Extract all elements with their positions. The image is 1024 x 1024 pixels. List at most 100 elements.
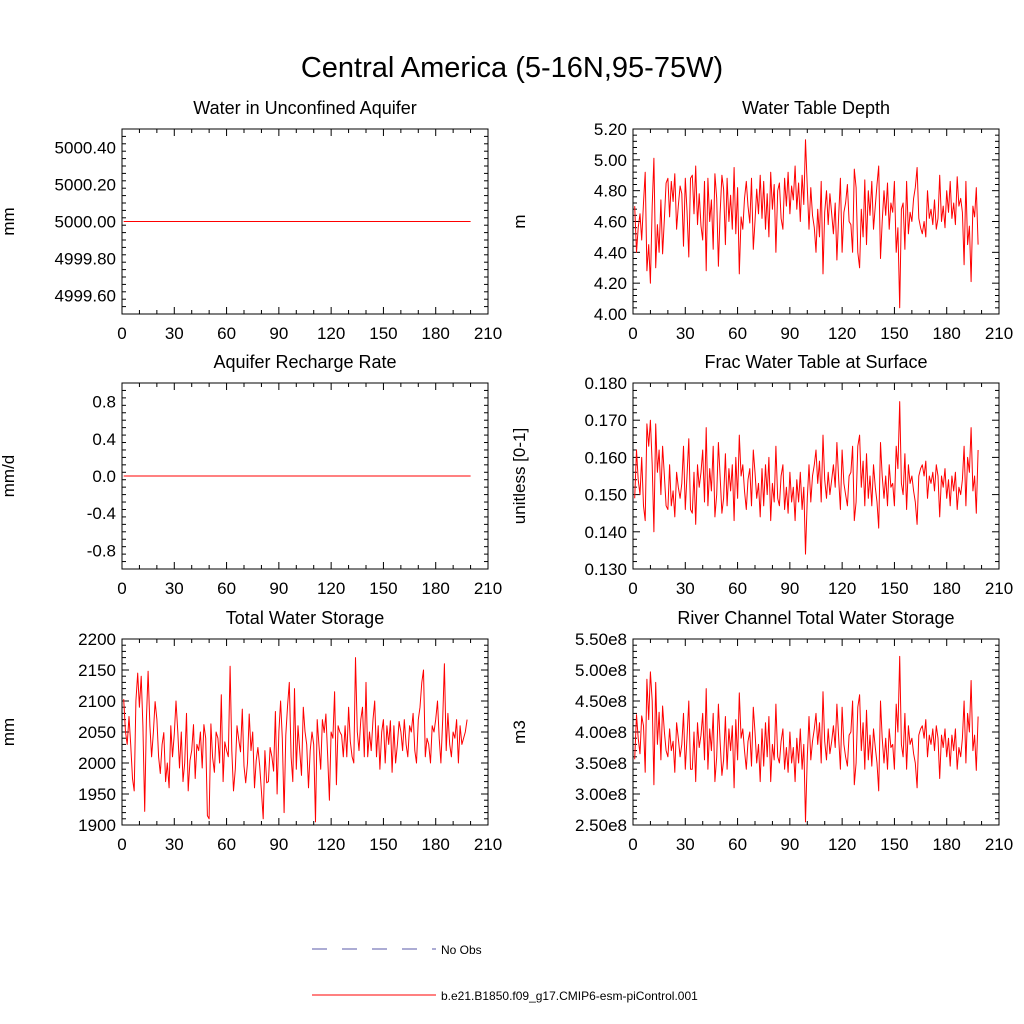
x-tick-label: 0 [117, 835, 126, 854]
x-tick-label: 150 [369, 835, 397, 854]
y-tick-label: 3.50e8 [575, 754, 627, 773]
plot-frame [121, 382, 489, 570]
y-tick-label: 5000.20 [55, 176, 116, 195]
y-tick-label: 0.0 [92, 467, 116, 486]
x-tick-label: 60 [728, 835, 747, 854]
x-tick-label: 30 [165, 324, 184, 343]
legend-model-label: b.e21.B1850.f09_g17.CMIP6-esm-piControl.… [441, 989, 698, 1003]
chart-panel-water-table-depth: 0 30 60 90 120 150 180 210 4.00 4.20 4.40 4.60 4.80 5… [510, 98, 1013, 343]
plot-frame [632, 382, 1000, 570]
x-tick-label: 30 [165, 835, 184, 854]
y-tick-label: 4.20 [594, 274, 627, 293]
x-tick-label: 90 [780, 579, 799, 598]
y-tick-label: 5.00e8 [575, 661, 627, 680]
y-tick-label: 1900 [78, 816, 116, 835]
y-tick-label: 2200 [78, 630, 116, 649]
x-tick-label: 210 [985, 579, 1013, 598]
x-tick-label: 0 [628, 324, 637, 343]
x-tick-label: 150 [880, 835, 908, 854]
x-tick-label: 120 [317, 324, 345, 343]
y-tick-label: 2000 [78, 754, 116, 773]
x-tick-label: 60 [217, 579, 236, 598]
chart-panel-aquifer-water: 0 30 60 90 120 150 180 210 4999.60 4999.80 5000.00… [0, 98, 502, 343]
x-tick-label: 90 [780, 835, 799, 854]
x-tick-label: 210 [474, 835, 502, 854]
x-tick-label: 0 [628, 835, 637, 854]
x-tick-label: 90 [269, 835, 288, 854]
x-tick-label: 60 [217, 835, 236, 854]
y-tick-label: -0.4 [87, 504, 116, 523]
y-tick-label: 4999.80 [55, 250, 116, 269]
y-tick-label: 4.00 [594, 305, 627, 324]
y-axis-label: m [510, 214, 529, 228]
y-tick-label: 2150 [78, 661, 116, 680]
panel-title: Aquifer Recharge Rate [213, 352, 396, 372]
y-tick-label: 3.00e8 [575, 785, 627, 804]
series-line-0 [634, 655, 979, 823]
x-tick-label: 120 [828, 324, 856, 343]
page-title: Central America (5-16N,95-75W) [300, 52, 724, 84]
y-tick-label: 2.50e8 [575, 816, 627, 835]
y-tick-label: 0.130 [584, 560, 627, 579]
y-tick-label: 4.40 [594, 243, 627, 262]
x-tick-label: 210 [985, 324, 1013, 343]
y-tick-label: 5.20 [594, 120, 627, 139]
x-tick-label: 90 [269, 579, 288, 598]
y-tick-label: 2050 [78, 723, 116, 742]
x-tick-label: 210 [474, 324, 502, 343]
panel-title: Frac Water Table at Surface [704, 352, 927, 372]
x-tick-label: 150 [880, 579, 908, 598]
x-tick-label: 120 [317, 579, 345, 598]
y-tick-label: 5000.40 [55, 139, 116, 158]
x-tick-label: 30 [676, 579, 695, 598]
y-tick-label: 5000.00 [55, 213, 116, 232]
x-tick-label: 120 [317, 835, 345, 854]
y-tick-label: 0.150 [584, 486, 627, 505]
x-tick-label: 0 [628, 579, 637, 598]
y-axis-label: mm [0, 207, 18, 235]
y-tick-label: 0.180 [584, 374, 627, 393]
y-tick-label: 0.140 [584, 523, 627, 542]
legend: No Obs b.e21.B1850.f09_g17.CMIP6-esm-piCo… [312, 943, 698, 1003]
chart-panel-frac-water-table: 0 30 60 90 120 150 180 210 0.130 0.140 0.150 0.160 0… [510, 352, 1013, 598]
x-tick-label: 90 [780, 324, 799, 343]
x-tick-label: 150 [880, 324, 908, 343]
x-tick-label: 0 [117, 579, 126, 598]
panel-title: Total Water Storage [226, 608, 384, 628]
panel-title: Water in Unconfined Aquifer [193, 98, 416, 118]
x-tick-label: 180 [933, 835, 961, 854]
x-tick-label: 180 [933, 579, 961, 598]
x-tick-label: 150 [369, 579, 397, 598]
x-tick-label: 30 [676, 324, 695, 343]
y-tick-label: 5.00 [594, 151, 627, 170]
x-tick-label: 90 [269, 324, 288, 343]
plot-frame [121, 128, 489, 315]
x-tick-label: 60 [728, 324, 747, 343]
x-tick-label: 180 [933, 324, 961, 343]
y-tick-label: -0.8 [87, 541, 116, 560]
panel-title: River Channel Total Water Storage [677, 608, 954, 628]
x-tick-label: 210 [985, 835, 1013, 854]
x-tick-label: 0 [117, 324, 126, 343]
y-tick-label: 1950 [78, 785, 116, 804]
x-tick-label: 210 [474, 579, 502, 598]
x-tick-label: 150 [369, 324, 397, 343]
x-tick-label: 120 [828, 835, 856, 854]
y-tick-label: 2100 [78, 692, 116, 711]
x-tick-label: 180 [422, 579, 450, 598]
y-axis-label: mm/d [0, 455, 18, 498]
legend-obs-label: No Obs [441, 943, 482, 957]
x-tick-label: 30 [165, 579, 184, 598]
y-tick-label: 0.160 [584, 448, 627, 467]
y-tick-label: 4999.60 [55, 287, 116, 306]
x-tick-label: 180 [422, 835, 450, 854]
y-axis-label: mm [0, 718, 18, 746]
series-line-0 [634, 139, 979, 309]
chart-panel-recharge-rate: 0 30 60 90 120 150 180 210 -0.8 -0.4 0.0 0.4 0.8 Aqui… [0, 352, 502, 598]
y-tick-label: 5.50e8 [575, 630, 627, 649]
x-tick-label: 180 [422, 324, 450, 343]
y-axis-label: unitless [0-1] [510, 428, 529, 524]
y-tick-label: 4.80 [594, 182, 627, 201]
y-tick-label: 4.00e8 [575, 723, 627, 742]
